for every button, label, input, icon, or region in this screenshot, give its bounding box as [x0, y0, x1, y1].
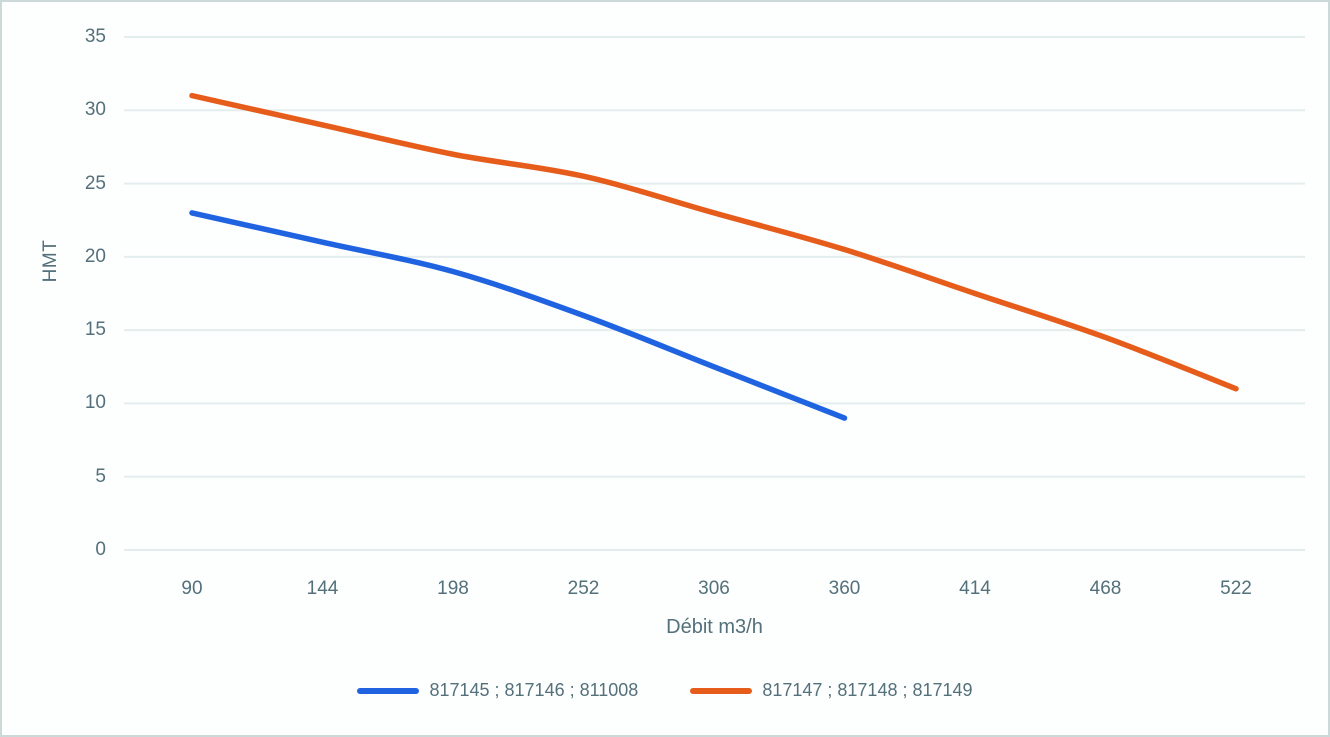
series-lines	[189, 92, 1239, 421]
legend-swatch-orange-line	[690, 687, 753, 694]
chart-legend: 817145 ; 817146 ; 811008 817147 ; 817148…	[2, 680, 1328, 701]
legend-label-blue-series: 817145 ; 817146 ; 811008	[429, 680, 639, 700]
y-tick-label-15: 15	[84, 319, 106, 341]
x-tick-label-522: 522	[1220, 578, 1252, 599]
x-tick-label-90: 90	[181, 578, 203, 599]
y-tick-label-20: 20	[84, 245, 106, 267]
x-tick-label-198: 198	[437, 578, 469, 599]
legend-item-orange-series: 817147 ; 817148 ; 817149	[690, 680, 973, 701]
legend-label-orange-series: 817147 ; 817148 ; 817149	[762, 680, 973, 700]
y-tick-label-30: 30	[84, 99, 106, 121]
x-tick-label-414: 414	[959, 578, 991, 599]
y-tick-label-35: 35	[84, 26, 106, 47]
legend-swatch-blue-line	[357, 687, 420, 694]
series-line-blue	[189, 210, 848, 421]
x-tick-label-306: 306	[698, 578, 730, 599]
y-axis-title: HMT	[40, 239, 61, 283]
y-tick-label-0: 0	[95, 539, 106, 560]
x-axis-title: Débit m3/h	[666, 616, 763, 638]
y-tick-label-10: 10	[84, 392, 106, 414]
x-tick-label-468: 468	[1089, 578, 1122, 599]
y-tick-label-5: 5	[95, 465, 106, 487]
x-tick-label-360: 360	[828, 578, 861, 599]
legend-item-blue-series: 817145 ; 817146 ; 811008	[357, 680, 638, 701]
x-tick-label-252: 252	[567, 578, 600, 599]
y-tick-label-25: 25	[84, 172, 106, 194]
gridlines	[124, 36, 1305, 551]
series-line-orange	[189, 92, 1239, 392]
x-tick-label-144: 144	[306, 578, 339, 599]
